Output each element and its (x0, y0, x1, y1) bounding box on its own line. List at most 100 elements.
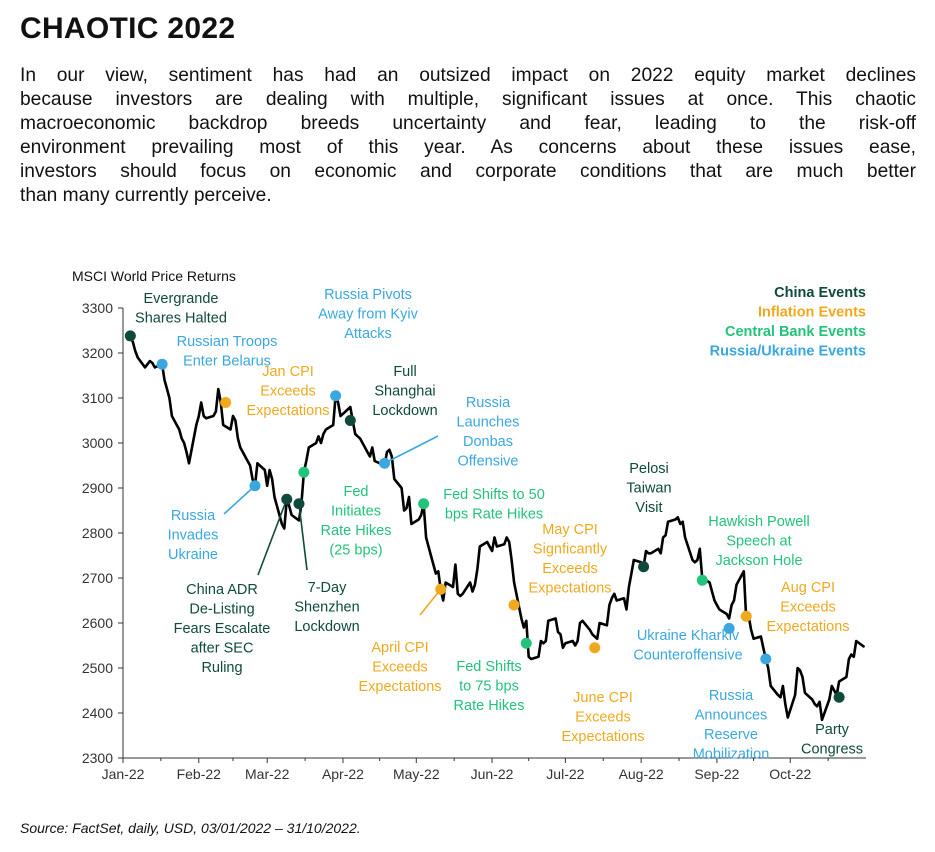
event-label-line: Rate Hikes (454, 698, 525, 714)
event-label-line: Expectations (246, 403, 329, 419)
x-tick-label: Jun-22 (471, 766, 514, 782)
event-label-line: Attacks (344, 326, 392, 342)
y-tick-label: 2700 (82, 570, 113, 586)
chart-annotations: Evergrande Shares Halted Russian Troops Ent… (124, 287, 863, 763)
event-label-line: Evergrande (144, 291, 219, 307)
event-label-line: Launches (457, 415, 520, 431)
annotation-leader-line (419, 588, 442, 616)
event-label-line: Visit (635, 500, 662, 516)
x-tick-label: Apr-22 (322, 766, 364, 782)
event-label-line: Jackson Hole (715, 553, 802, 569)
event-label: Fed Initiates Rate Hikes (25 bps) (321, 484, 392, 559)
event-marker (589, 642, 601, 654)
annotation-leader-line (257, 498, 288, 576)
event-label-line: Russia (171, 508, 216, 524)
event-marker (696, 574, 708, 586)
event-label: June CPI Exceeds Expectations (561, 690, 644, 745)
event-label-line: Exceeds (372, 660, 428, 676)
event-label-line: China ADR (186, 582, 258, 598)
event-marker (740, 610, 752, 622)
event-label-line: Fed (344, 484, 369, 500)
event-label-line: May CPI (542, 522, 598, 538)
event-marker (281, 493, 293, 505)
event-marker (508, 599, 520, 611)
event-label-line: 7-Day (308, 580, 347, 596)
event-marker (520, 637, 532, 649)
y-tick-label: 2800 (82, 525, 113, 541)
event-label-line: Expectations (561, 729, 644, 745)
event-marker (293, 498, 305, 510)
event-label-line: Shenzhen (294, 600, 359, 616)
event-label-line: Jan CPI (262, 364, 314, 380)
intro-line: investors should focus on economic and c… (20, 161, 916, 182)
event-label-line: Pelosi (629, 461, 669, 477)
event-label: Jan CPI Exceeds Expectations (246, 364, 329, 419)
chart-axes: MSCI World Price Returns 2300 2400 2500 2600… (72, 268, 866, 782)
event-label-line: Away from Kyiv (318, 307, 418, 323)
event-label: May CPI Signficantly Exceeds Expectations (528, 522, 611, 597)
event-label: Hawkish Powell Speech at Jackson Hole (708, 514, 810, 569)
intro-paragraph: In our view, sentiment has had an outsiz… (20, 64, 916, 208)
event-marker (156, 358, 168, 370)
x-tick-label: Oct-22 (769, 766, 811, 782)
event-label: Ukraine Kharkiv Counteroffensive (633, 628, 742, 664)
event-label-line: Offensive (458, 454, 519, 470)
event-label-line: Full (393, 364, 416, 380)
price-series-line (126, 334, 865, 722)
chart-plot (126, 334, 865, 722)
source-note: Source: FactSet, daily, USD, 03/01/2022 … (20, 820, 361, 836)
event-label-line: Signficantly (533, 542, 608, 558)
event-label-line: Shares Halted (135, 311, 227, 327)
event-label: April CPI Exceeds Expectations (358, 640, 441, 695)
y-tick-label: 3000 (82, 435, 113, 451)
event-label: Pelosi Taiwan Visit (626, 461, 671, 516)
y-tick-label: 3200 (82, 345, 113, 361)
event-label-line: Ruling (201, 660, 242, 676)
event-marker (833, 691, 845, 703)
event-label-line: Party (815, 722, 850, 738)
event-label: Russian Troops Enter Belarus (177, 334, 278, 370)
annotation-leader-line (223, 485, 256, 515)
event-label-line: Expectations (358, 679, 441, 695)
event-label-line: Counteroffensive (633, 648, 742, 664)
page-title: CHAOTIC 2022 (20, 12, 236, 45)
event-label-line: Rate Hikes (321, 523, 392, 539)
y-axis-label: MSCI World Price Returns (72, 268, 236, 284)
event-label-line: Initiates (331, 504, 381, 520)
event-marker (760, 653, 772, 665)
event-label-line: June CPI (573, 690, 633, 706)
x-tick-label: Jan-22 (102, 766, 145, 782)
intro-line: macroeconomic backdrop breeds uncertaint… (20, 113, 916, 134)
event-label-line: Russia (466, 395, 511, 411)
event-marker (344, 415, 356, 426)
event-marker (330, 390, 342, 402)
event-label: Fed Shifts to 75 bps Rate Hikes (454, 659, 525, 714)
event-label: Russia Invades Ukraine (168, 508, 219, 563)
event-label-line: Mobilization (693, 747, 770, 763)
event-label-line: after SEC (191, 641, 254, 657)
x-tick-label: Sep-22 (694, 766, 739, 782)
event-label-line: Reserve (704, 727, 758, 743)
event-marker (723, 622, 735, 634)
event-label-line: Ukraine Kharkiv (637, 628, 740, 644)
x-tick-label: May-22 (393, 766, 440, 782)
event-label-line: Taiwan (626, 481, 671, 497)
event-marker (418, 498, 430, 510)
event-label: China ADR De-Listing Fears Escalate after S… (174, 582, 271, 676)
event-label-line: Hawkish Powell (708, 514, 810, 530)
event-label-line: Speech at (726, 534, 791, 550)
event-label-line: Announces (695, 708, 768, 724)
event-label-line: Lockdown (294, 619, 359, 635)
event-label-line: Expectations (766, 619, 849, 635)
event-label-line: Fed Shifts (456, 659, 521, 675)
event-label-line: Russia (709, 688, 754, 704)
y-tick-label: 2500 (82, 660, 113, 676)
event-label: Russia Launches Donbas Offensive (457, 395, 520, 470)
chart-legend: China Events Inflation Events Central Bank… (710, 285, 866, 360)
event-label-line: Exceeds (260, 384, 316, 400)
legend-entry: Russia/Ukraine Events (710, 344, 866, 360)
event-label-line: De-Listing (189, 602, 254, 618)
event-label-line: Invades (168, 528, 219, 544)
y-tick-label: 3300 (82, 300, 113, 316)
event-marker (638, 561, 650, 573)
